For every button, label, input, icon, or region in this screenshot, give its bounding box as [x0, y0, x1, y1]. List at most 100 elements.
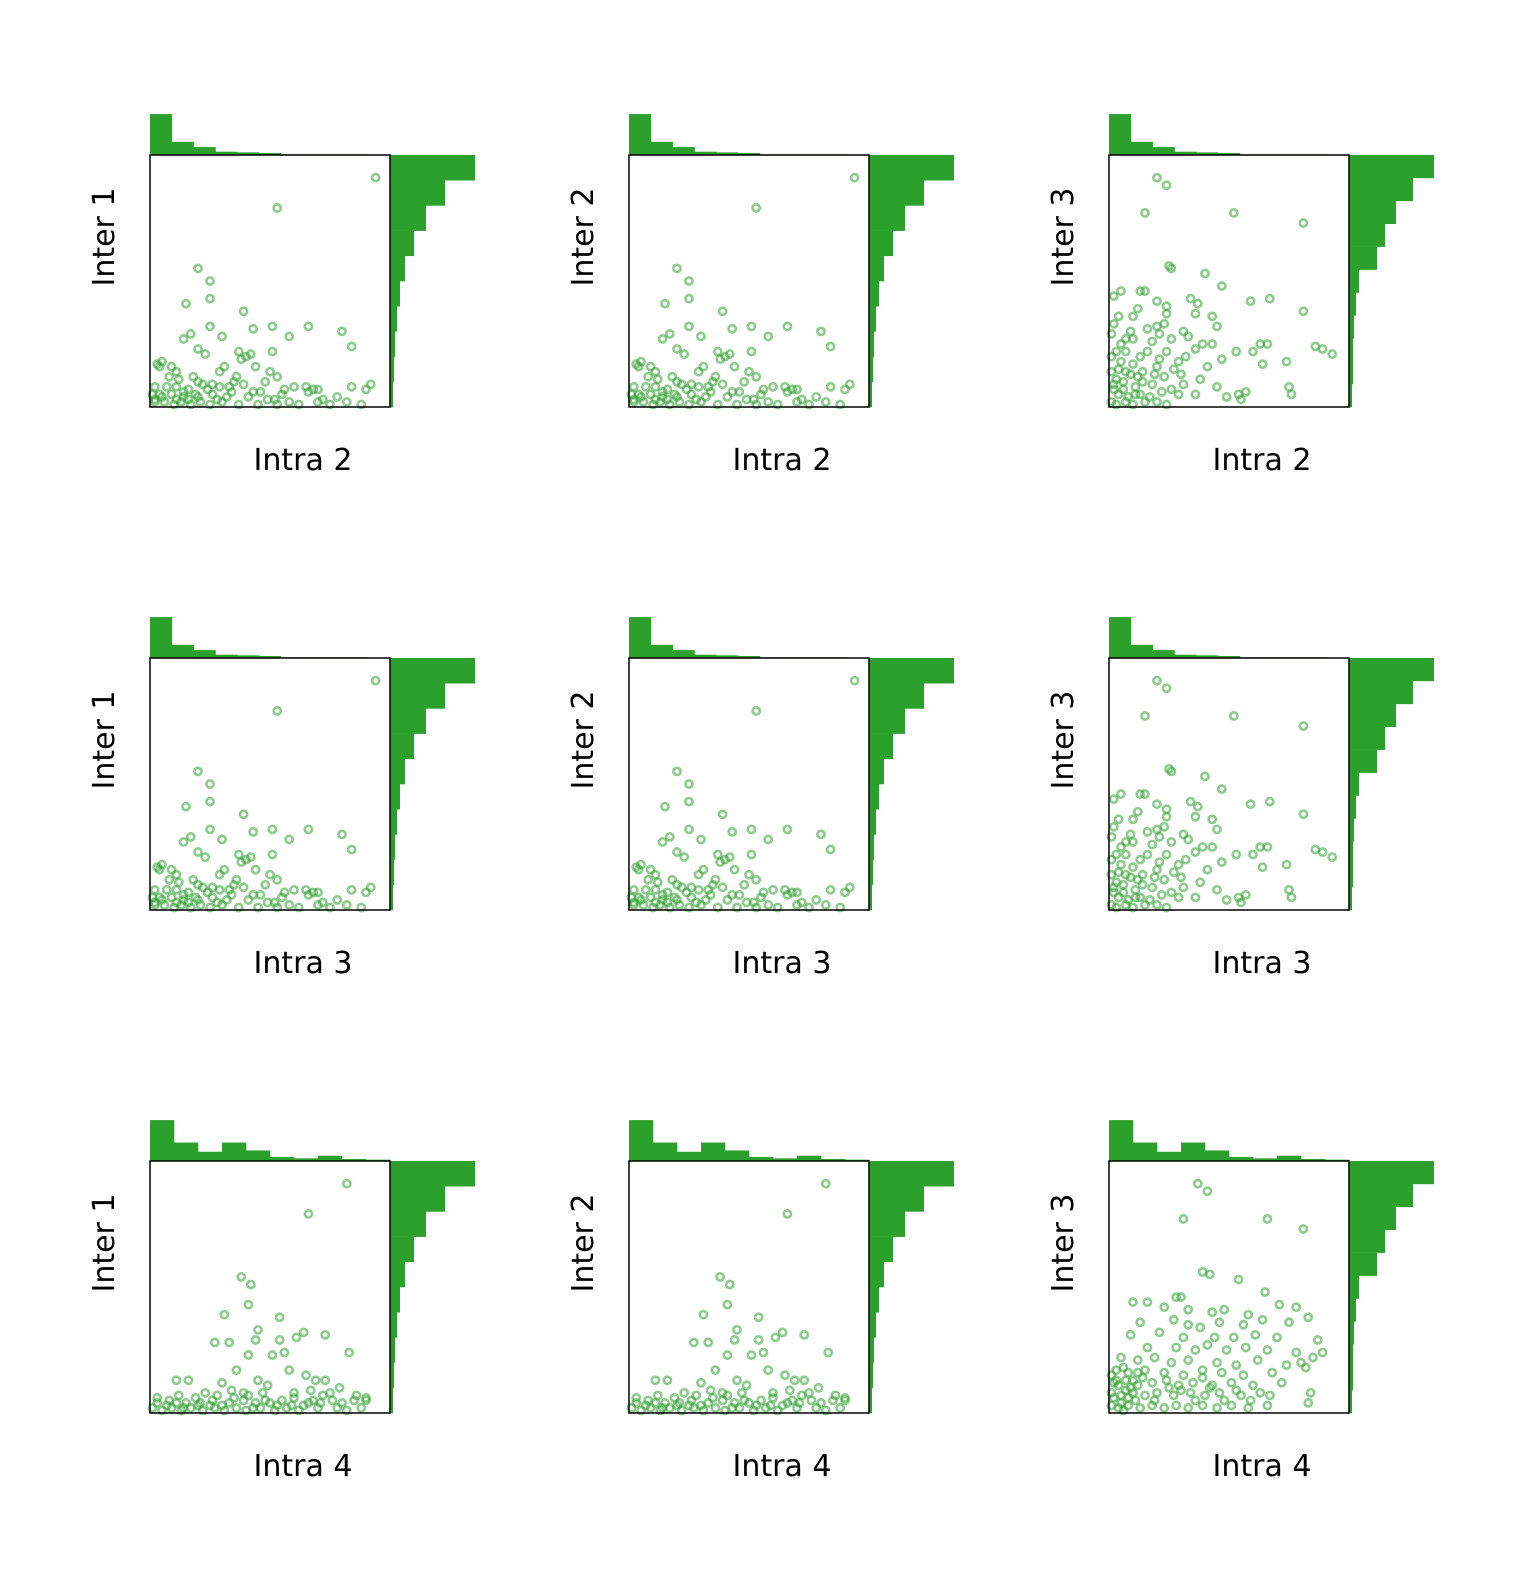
scatter-point: [732, 399, 742, 410]
right-histogram-bar: [390, 306, 397, 332]
right-histogram: [869, 1161, 954, 1414]
scatter-point: [291, 1332, 302, 1343]
right-histogram-bar: [1349, 1252, 1377, 1276]
scatter-point: [679, 852, 690, 862]
scatter-point: [1106, 329, 1117, 339]
right-histogram-bar: [390, 1261, 405, 1288]
right-histogram-bar: [390, 331, 395, 357]
scatter-point: [1308, 1352, 1318, 1363]
top-histogram-bar: [1196, 152, 1219, 155]
scatter-point: [645, 864, 656, 875]
y-axis-label: Inter 3: [1046, 187, 1081, 286]
scatter-point: [688, 1337, 699, 1348]
scatter-point: [1147, 882, 1158, 893]
scatter-point: [260, 879, 271, 890]
scatter-point: [1108, 821, 1119, 832]
right-histogram-bar: [869, 784, 879, 810]
scatter-points: [1106, 1178, 1328, 1416]
scatter-point: [1250, 1329, 1261, 1340]
subplot-9: Intra 4 Inter 3: [1046, 1120, 1434, 1484]
scatter-point: [712, 902, 723, 913]
scatter-point: [715, 857, 726, 868]
scatter-point: [1212, 1403, 1222, 1413]
scatter-point: [197, 379, 208, 390]
scatter-point: [650, 884, 661, 895]
scatter-point: [207, 892, 218, 903]
top-histogram-bar: [1229, 1157, 1254, 1161]
scatter-point: [660, 298, 670, 309]
scatter-point: [253, 1324, 263, 1335]
scatter-point: [279, 1347, 290, 1358]
right-histogram-bar: [390, 658, 475, 684]
scatter-point: [1154, 329, 1165, 339]
scatter-point: [1111, 902, 1122, 913]
scatter-point: [267, 824, 278, 835]
scatter-point: [1130, 381, 1141, 392]
top-histogram-bar: [1218, 153, 1241, 155]
scatter-point: [332, 392, 343, 402]
scatter-point: [365, 882, 376, 893]
scatter-point: [732, 902, 742, 913]
scatter-point: [686, 389, 697, 400]
top-histogram-bar: [1130, 141, 1153, 155]
scatter-point: [205, 321, 215, 332]
scatter-point: [1132, 303, 1143, 314]
right-histogram-bar: [1349, 1183, 1413, 1208]
scatter-point: [229, 1392, 239, 1403]
right-histogram-bar: [869, 155, 954, 181]
scatter-point: [652, 1390, 663, 1401]
scatter-point: [161, 1400, 172, 1411]
scatter-point: [1216, 354, 1227, 365]
scatter-point: [1161, 683, 1172, 694]
axes-frame: [149, 154, 391, 408]
scatter-point: [325, 1387, 335, 1398]
scatter-point: [650, 394, 661, 405]
scatter-point: [710, 371, 721, 382]
axes-frame: [628, 154, 870, 408]
scatter-point: [200, 852, 211, 862]
scatter-point: [171, 1398, 182, 1408]
scatter-point: [693, 366, 704, 377]
scatter-point: [1204, 1269, 1215, 1280]
scatter-point: [1216, 1367, 1227, 1378]
scatter-point: [1147, 839, 1158, 850]
scatter-point: [684, 902, 694, 913]
axes-frame: [1108, 657, 1350, 911]
scatter-point: [178, 334, 189, 344]
right-histogram-bar: [869, 1387, 872, 1414]
right-histogram-bar: [869, 658, 954, 684]
scatter-point: [1128, 1297, 1138, 1308]
scatter-point: [1120, 346, 1131, 357]
scatter-point: [164, 371, 175, 382]
scatter-point: [657, 334, 668, 344]
top-histogram-bar: [259, 656, 282, 658]
scatter-point: [267, 849, 278, 860]
scatter-point: [1130, 389, 1141, 400]
scatter-point: [729, 1335, 740, 1345]
scatter-point: [1144, 392, 1155, 402]
top-histogram: [1109, 114, 1328, 155]
scatter-point: [161, 884, 172, 895]
scatter-point: [231, 371, 242, 382]
top-histogram-bar: [193, 650, 216, 658]
right-histogram: [390, 155, 475, 408]
scatter-point: [804, 399, 814, 410]
right-histogram-bar: [390, 859, 394, 886]
scatter-point: [305, 1385, 316, 1396]
scatter-point: [1152, 172, 1162, 183]
top-histogram-bar: [1109, 617, 1132, 658]
top-histogram: [150, 617, 369, 658]
scatter-point: [1149, 369, 1160, 380]
y-axis-label: Inter 2: [566, 1193, 601, 1292]
scatter-point: [1245, 1395, 1256, 1406]
right-histogram-bar: [390, 809, 397, 835]
scatter-point: [346, 341, 357, 352]
scatter-point: [1120, 869, 1131, 880]
scatter-point: [1116, 286, 1126, 296]
scatter-points: [1106, 675, 1338, 913]
scatter-point: [236, 857, 247, 868]
right-histogram: [390, 658, 475, 911]
right-histogram-bar: [869, 281, 879, 307]
scatter-point: [205, 824, 215, 835]
top-histogram: [150, 114, 369, 155]
